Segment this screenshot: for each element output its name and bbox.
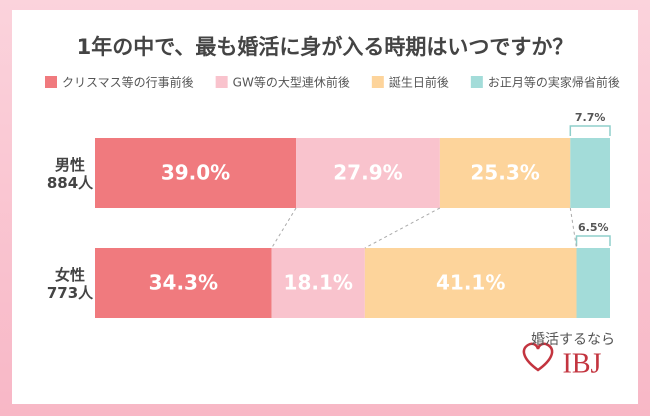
legend-swatch [45, 76, 57, 88]
data-label: 18.1% [284, 271, 353, 295]
chart-title: 1年の中で、最も婚活に身が入る時期はいつですか？ [77, 35, 574, 59]
label-bracket [575, 235, 611, 246]
data-label: 27.9% [333, 161, 402, 185]
bar-segment [95, 138, 297, 208]
legend-swatch [470, 76, 483, 88]
legend-swatch [215, 76, 228, 88]
logo-brand: IBJ [563, 348, 602, 379]
bar-segment [570, 138, 610, 208]
bar-segment [271, 248, 365, 318]
bar-segment [364, 248, 577, 318]
data-label: 41.1% [436, 271, 505, 295]
data-label: 25.3% [470, 161, 539, 185]
category-label: 女性 773人 [46, 266, 94, 302]
bar-segment [95, 248, 272, 318]
legend-label: 誕生日前後 [389, 75, 449, 90]
logo-tagline: 婚活するなら [531, 332, 615, 348]
data-label: 34.3% [149, 271, 218, 295]
bar-segment [296, 138, 440, 208]
bar-segment [439, 138, 571, 208]
data-label: 39.0% [161, 161, 230, 185]
connector [271, 207, 297, 249]
legend-label: お正月等の実家帰省前後 [488, 75, 620, 90]
data-label: 7.7% [575, 111, 606, 124]
legend-label: GW等の大型連休前後 [233, 75, 350, 90]
bar-segment [576, 248, 610, 318]
logo-heart [522, 342, 554, 372]
legend-swatch [371, 76, 384, 88]
category-label: 男性 884人 [46, 156, 94, 192]
connector [569, 207, 578, 249]
legend-label: クリスマス等の行事前後 [62, 75, 194, 90]
connector [364, 207, 441, 249]
label-bracket [569, 125, 611, 136]
data-label: 6.5% [578, 221, 609, 234]
